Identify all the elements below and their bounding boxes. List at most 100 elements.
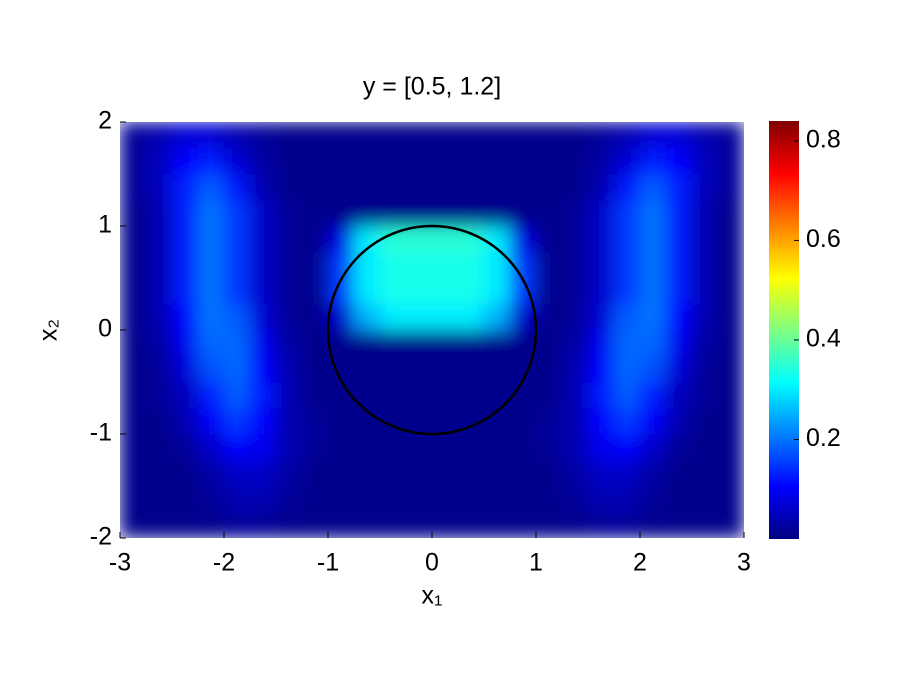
heat-cell xyxy=(223,277,251,305)
heat-cell xyxy=(691,199,719,227)
heat-cell xyxy=(120,355,147,383)
heat-cell xyxy=(587,173,615,201)
heat-cell xyxy=(145,459,173,487)
heat-cell xyxy=(120,511,147,538)
heat-cell xyxy=(717,485,744,513)
heat-cell xyxy=(249,485,277,513)
heat-cell xyxy=(457,329,485,357)
heat-cell xyxy=(665,433,693,461)
heat-cell xyxy=(535,511,563,538)
heat-cell xyxy=(509,199,537,227)
heat-cell xyxy=(561,173,589,201)
colorbar-tick-label: 0.8 xyxy=(806,126,841,154)
heat-cell xyxy=(171,355,199,383)
heat-cell xyxy=(120,329,147,357)
heat-cell xyxy=(197,173,225,201)
heat-cell xyxy=(379,329,407,357)
heat-cell xyxy=(379,381,407,409)
heat-cell xyxy=(249,407,277,435)
heat-cell xyxy=(171,199,199,227)
heat-cell xyxy=(120,147,147,175)
heat-cell xyxy=(561,122,589,149)
heat-cell xyxy=(223,199,251,227)
heat-cell xyxy=(353,122,381,149)
heat-cell xyxy=(691,355,719,383)
heat-cell xyxy=(405,459,433,487)
heat-cell xyxy=(691,459,719,487)
heat-cell xyxy=(353,251,381,279)
heat-cell xyxy=(405,355,433,383)
heat-cell xyxy=(249,173,277,201)
x-tick-label: -2 xyxy=(213,549,235,577)
heat-cell xyxy=(665,355,693,383)
heat-cell xyxy=(405,485,433,513)
heat-cell xyxy=(120,433,147,461)
heat-cell xyxy=(301,407,329,435)
heat-cell xyxy=(639,433,667,461)
heat-cell xyxy=(691,485,719,513)
heat-cell xyxy=(561,147,589,175)
heat-cell xyxy=(639,277,667,305)
heat-cell xyxy=(145,433,173,461)
colorbar-tick-label: 0.6 xyxy=(806,225,841,253)
heat-cell xyxy=(145,407,173,435)
heat-cell xyxy=(353,459,381,487)
heat-cell xyxy=(223,225,251,253)
heat-cell xyxy=(171,251,199,279)
heat-cell xyxy=(483,199,511,227)
heat-cell xyxy=(613,147,641,175)
heat-cell xyxy=(275,381,303,409)
heat-cell xyxy=(691,277,719,305)
heat-cell xyxy=(379,355,407,383)
heat-cell xyxy=(691,511,719,538)
heat-cell xyxy=(717,122,744,149)
heat-cell xyxy=(145,303,173,331)
heat-cell xyxy=(509,407,537,435)
heat-cell xyxy=(405,122,433,149)
heat-cell xyxy=(431,303,459,331)
heat-cell xyxy=(535,225,563,253)
heat-cell xyxy=(223,407,251,435)
heat-cell xyxy=(535,303,563,331)
heat-cell xyxy=(405,329,433,357)
heat-cell xyxy=(379,173,407,201)
heat-cell xyxy=(535,459,563,487)
heat-cell xyxy=(145,122,173,149)
heat-cell xyxy=(431,147,459,175)
heat-cell xyxy=(587,122,615,149)
y-axis-label: x₂ xyxy=(35,319,63,341)
heat-cell xyxy=(431,329,459,357)
heat-cell xyxy=(613,381,641,409)
heat-cell xyxy=(535,433,563,461)
heat-cell xyxy=(457,485,485,513)
heat-cell xyxy=(639,459,667,487)
heat-cell xyxy=(249,251,277,279)
heat-cell xyxy=(301,277,329,305)
heat-cell xyxy=(275,122,303,149)
heat-cell xyxy=(197,251,225,279)
heat-cell xyxy=(275,251,303,279)
heat-cell xyxy=(561,225,589,253)
heat-cell xyxy=(561,407,589,435)
heat-cell xyxy=(223,511,251,538)
heat-cell xyxy=(223,147,251,175)
heat-cell xyxy=(457,433,485,461)
heat-cell xyxy=(431,277,459,305)
heat-cell xyxy=(431,433,459,461)
heat-cell xyxy=(275,407,303,435)
heat-cell xyxy=(509,225,537,253)
heat-cell xyxy=(457,511,485,538)
heat-cell xyxy=(327,225,355,253)
heat-cell xyxy=(483,122,511,149)
heat-cell xyxy=(223,381,251,409)
heat-cell xyxy=(535,329,563,357)
heat-cell xyxy=(353,303,381,331)
heat-cell xyxy=(587,459,615,487)
heat-cell xyxy=(457,277,485,305)
heat-cell xyxy=(197,147,225,175)
x-tick-label: -3 xyxy=(109,549,131,577)
heat-cell xyxy=(405,407,433,435)
heat-cell xyxy=(691,173,719,201)
heat-cell xyxy=(145,147,173,175)
x-tick-label: 2 xyxy=(633,549,647,577)
